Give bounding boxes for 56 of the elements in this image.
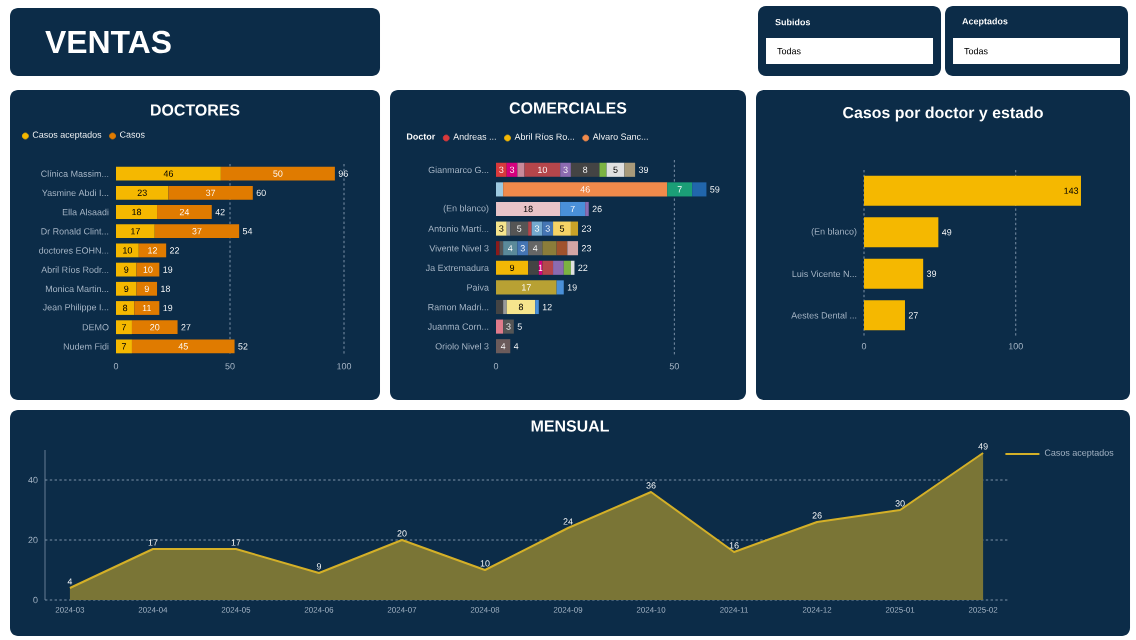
bar xyxy=(503,182,668,197)
bar xyxy=(116,301,135,315)
bar xyxy=(503,241,518,256)
bar xyxy=(168,185,253,200)
text: VENTAS xyxy=(45,30,171,54)
bar xyxy=(496,339,511,354)
bar xyxy=(116,166,221,181)
bar xyxy=(624,162,636,177)
bar xyxy=(220,166,335,181)
bar xyxy=(134,301,160,315)
bar xyxy=(496,260,529,275)
bar xyxy=(131,320,178,335)
bar xyxy=(517,162,525,177)
bar xyxy=(864,258,924,289)
bar xyxy=(496,319,504,334)
bar xyxy=(116,205,158,219)
bar xyxy=(116,320,132,335)
bar xyxy=(136,262,160,277)
bar xyxy=(157,205,212,219)
bar xyxy=(556,241,568,256)
bar xyxy=(506,299,536,315)
bar xyxy=(528,241,543,256)
bar xyxy=(116,262,137,277)
bar xyxy=(553,260,564,275)
bar xyxy=(524,162,561,177)
bar xyxy=(503,319,514,334)
bar xyxy=(542,221,554,236)
bar xyxy=(154,224,240,239)
bar xyxy=(496,162,507,177)
bar xyxy=(667,182,693,197)
bar xyxy=(560,162,571,177)
bar xyxy=(556,280,564,295)
bar xyxy=(116,281,137,296)
bar xyxy=(496,182,504,197)
bar xyxy=(567,241,579,256)
bar xyxy=(496,221,507,236)
bar xyxy=(116,339,132,354)
bar xyxy=(528,260,539,275)
bar xyxy=(553,221,571,236)
bar xyxy=(864,175,1081,206)
bar xyxy=(864,300,905,331)
bar xyxy=(692,182,707,197)
bar xyxy=(131,339,235,354)
bar xyxy=(116,185,169,200)
bar xyxy=(116,243,139,258)
bar xyxy=(570,221,579,236)
bar xyxy=(136,281,158,296)
bar xyxy=(138,243,167,258)
bar xyxy=(864,217,939,248)
bar xyxy=(542,260,554,275)
bar xyxy=(116,224,155,239)
bar xyxy=(496,299,504,315)
bar xyxy=(560,201,586,217)
bar xyxy=(542,241,557,256)
bar xyxy=(496,201,561,217)
bar xyxy=(496,280,557,295)
